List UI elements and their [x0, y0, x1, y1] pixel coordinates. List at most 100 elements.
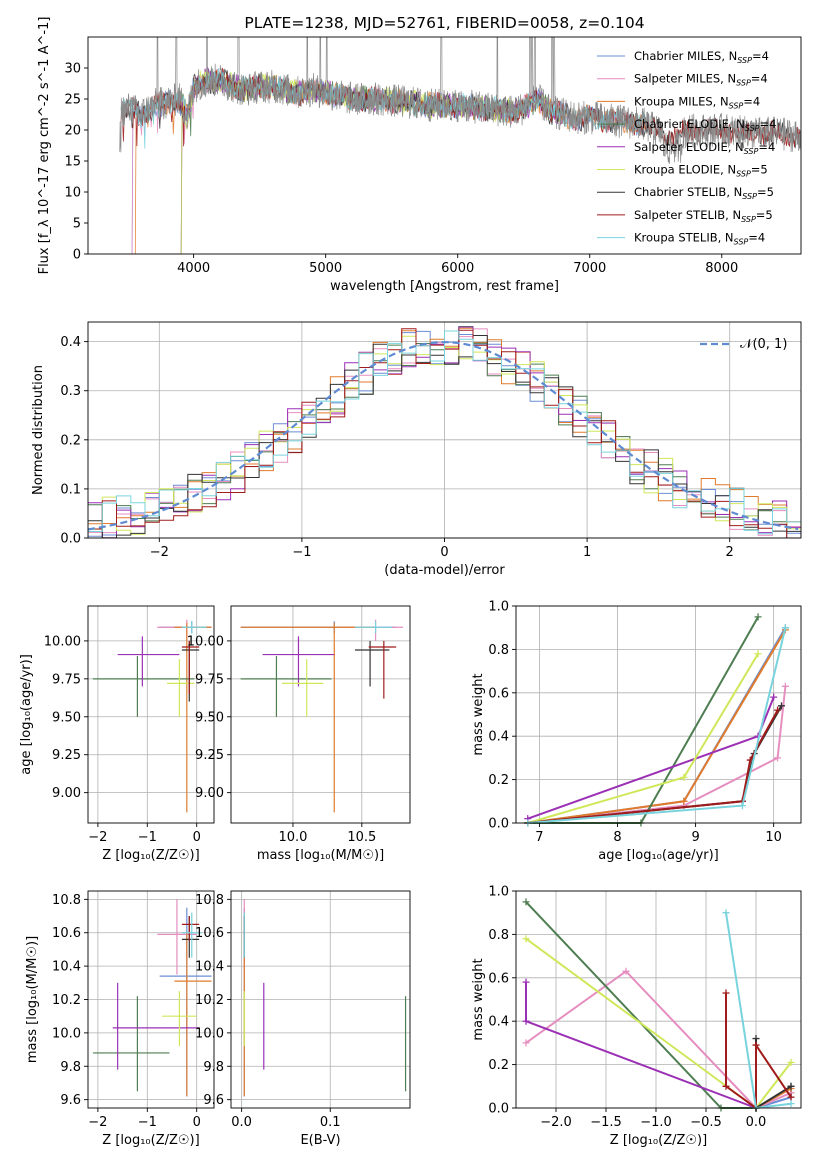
weight_vs_age-ytick-label: 0.0: [488, 817, 509, 832]
weight_vs_age-xtick-label: 7: [535, 830, 543, 845]
mass_vs_ebv-ytick-label: 10.2: [195, 993, 224, 1008]
spectrum-plot-area: [119, 37, 801, 254]
axes-layer: [84, 36, 802, 1112]
weight_vs_Z-line-kroupa-stelib-marker: [722, 909, 730, 917]
weight_vs_age-line-kroupa-stelib-marker: [738, 802, 746, 810]
weight_vs_Z-xtick-label: −1.0: [640, 1115, 672, 1130]
weight_vs_age-xlabel: age [log₁₀(age/yr)]: [598, 848, 719, 863]
residuals-xtick-label: 0: [440, 545, 448, 560]
weight_vs_age-line-chabrier-elodie: [527, 616, 759, 824]
weight_vs_Z-ytick-label: 0.0: [488, 1102, 509, 1117]
spectrum-xtick-label: 8000: [705, 261, 738, 276]
weight_vs_age-ylabel: mass weight: [471, 673, 486, 755]
weight_vs_age-line-salpeter-stelib: [527, 709, 779, 824]
spectrum-xtick-label: 6000: [441, 261, 474, 276]
mass_vs_Z-ytick-label: 10.2: [52, 993, 81, 1008]
age_vs_mass-ytick-label: 9.25: [195, 748, 224, 763]
age_vs_Z-ylabel: age [log₁₀(age/yr)]: [19, 654, 34, 775]
residuals-xtick-label: −1: [292, 545, 311, 560]
mass_vs_Z-ytick-label: 9.6: [60, 1093, 81, 1108]
weight_vs_age-line-salpeter-elodie-marker: [770, 693, 778, 701]
legend-label-kroupa-elodie: Kroupa ELODIE, NSSP=5: [634, 163, 768, 179]
spectrum-ytick-label: 0: [73, 248, 81, 263]
residuals-ytick-label: 0.1: [60, 482, 81, 497]
residuals-hist-kroupa-stelib: [88, 330, 801, 535]
legend-label-chabrier-miles: Chabrier MILES, NSSP=4: [634, 49, 769, 65]
residuals-normal-curve: [88, 341, 799, 531]
weight_vs_age-xtick-label: 9: [691, 830, 699, 845]
weight_vs_age-line-kroupa-stelib-marker: [781, 624, 789, 632]
spectrum-observed-line: [119, 37, 801, 165]
weight_vs_age-xtick-label: 8: [613, 830, 621, 845]
mass_vs_Z-xlabel: Z [log₁₀(Z/Z☉)]: [102, 1133, 199, 1148]
age_vs_Z-ytick-label: 9.50: [52, 710, 81, 725]
weight_vs_Z-line-salpeter-miles: [525, 969, 792, 1110]
age_vs_Z-xtick-label: 0: [193, 830, 201, 845]
mass_vs_ebv-ytick-label: 9.8: [203, 1060, 224, 1075]
weight_vs_Z-line-kroupa-stelib: [725, 912, 792, 1110]
age_vs_mass-ytick-label: 9.00: [195, 786, 224, 801]
age_vs_Z-xtick-label: −2: [88, 830, 107, 845]
weight_vs_age-line-salpeter-stelib-marker: [774, 706, 782, 714]
residuals-ytick-label: 0.2: [60, 433, 81, 448]
weight_vs_Z-ytick-label: 1.0: [488, 885, 509, 900]
age_vs_mass-ytick-label: 9.75: [195, 672, 224, 687]
weight_vs_Z-line-kroupa-stelib-marker: [787, 1100, 795, 1108]
weight_vs_Z-line-kroupa-elodie-marker: [787, 1058, 795, 1066]
weight_vs_Z-xtick-label: 0.0: [746, 1115, 767, 1130]
mass_vs_ebv-ytick-label: 10.4: [195, 960, 224, 975]
spectrum-ytick-label: 30: [64, 62, 81, 77]
legend-label-kroupa-miles: Kroupa MILES, NSSP=4: [634, 94, 760, 110]
weight_vs_age-line-salpeter-elodie: [527, 696, 775, 820]
residuals-legend-label: 𝒩(0, 1): [740, 337, 787, 352]
spectrum-xtick-label: 4000: [177, 261, 210, 276]
weight_vs_Z-line-salpeter-stelib-marker: [787, 1093, 795, 1101]
mass_vs_Z-ytick-label: 9.8: [60, 1060, 81, 1075]
weight_vs_Z-line-salpeter-miles-marker: [522, 1039, 530, 1047]
residuals-ytick-label: 0.0: [60, 532, 81, 547]
mass_vs_Z-xtick-label: −2: [88, 1115, 107, 1130]
mass_vs_Z-ytick-label: 10.4: [52, 960, 81, 975]
weight_vs_Z-ytick-label: 0.2: [488, 1058, 509, 1073]
weight_vs_age-ytick-label: 0.8: [488, 643, 509, 658]
mass_vs_ebv-xlabel: E(B-V): [300, 1133, 340, 1148]
legend-label-salpeter-stelib: Salpeter STELIB, NSSP=5: [634, 208, 773, 224]
weight_vs_age-line-salpeter-miles-marker: [774, 754, 782, 762]
age_vs_mass-xtick-label: 10.5: [347, 830, 376, 845]
weight_vs_Z-ylabel: mass weight: [471, 958, 486, 1040]
weight_vs_Z-line-chabrier-elodie-marker: [522, 898, 530, 906]
weight_vs_Z-xtick-label: −1.5: [590, 1115, 622, 1130]
weight_vs_age-xtick-label: 10: [765, 830, 782, 845]
mass_vs_ebv-ytick-label: 9.6: [203, 1093, 224, 1108]
age_vs_Z-frame: [87, 605, 215, 824]
spectrum-xlabel: wavelength [Angstrom, rest frame]: [330, 279, 559, 294]
weight_vs_Z-line-salpeter-stelib-marker: [752, 1041, 760, 1049]
age_vs_mass-xlabel: mass [log₁₀(M/M☉)]: [257, 848, 384, 863]
weight_vs_age-line-chabrier-stelib-marker: [777, 702, 785, 710]
weight_vs_Z-line-salpeter-stelib-marker: [722, 1082, 730, 1090]
spectrum-xtick-label: 7000: [573, 261, 606, 276]
weight_vs_age-ytick-label: 0.6: [488, 686, 509, 701]
spectrum-ytick-label: 10: [64, 186, 81, 201]
spectrum-xtick-label: 5000: [309, 261, 342, 276]
weight_vs_age-line-kroupa-elodie-marker: [680, 773, 688, 781]
age_vs_Z-ytick-label: 9.75: [52, 672, 81, 687]
spectrum-frame: [87, 36, 802, 255]
mass_vs_ebv-ytick-label: 10.6: [195, 926, 224, 941]
residuals-ytick-label: 0.3: [60, 384, 81, 399]
age_vs_Z-ytick-label: 9.00: [52, 786, 81, 801]
mass_vs_Z-xtick-label: 0: [193, 1115, 201, 1130]
mass_vs_Z-ytick-label: 10.8: [52, 893, 81, 908]
spectrum-ylabel: Flux [f_λ 10^-17 erg cm^-2 s^-1 A^-1]: [37, 17, 52, 275]
weight_vs_age-ytick-label: 0.4: [488, 730, 509, 745]
weight_vs_Z-line-salpeter-elodie-marker: [522, 978, 530, 986]
residuals-plot-area: [88, 326, 801, 538]
age_vs_mass-frame: [230, 605, 411, 824]
weight_vs_Z-line-chabrier-stelib: [755, 1038, 792, 1110]
legend-label-chabrier-elodie: Chabrier ELODIE, NSSP=4: [634, 117, 776, 133]
weight_vs_Z-xtick-label: −2.0: [540, 1115, 572, 1130]
spectrum-ytick-label: 25: [64, 93, 81, 108]
weight_vs_age-line-chabrier-elodie-marker: [754, 613, 762, 621]
weight_vs_age-line-salpeter-miles: [527, 686, 787, 824]
